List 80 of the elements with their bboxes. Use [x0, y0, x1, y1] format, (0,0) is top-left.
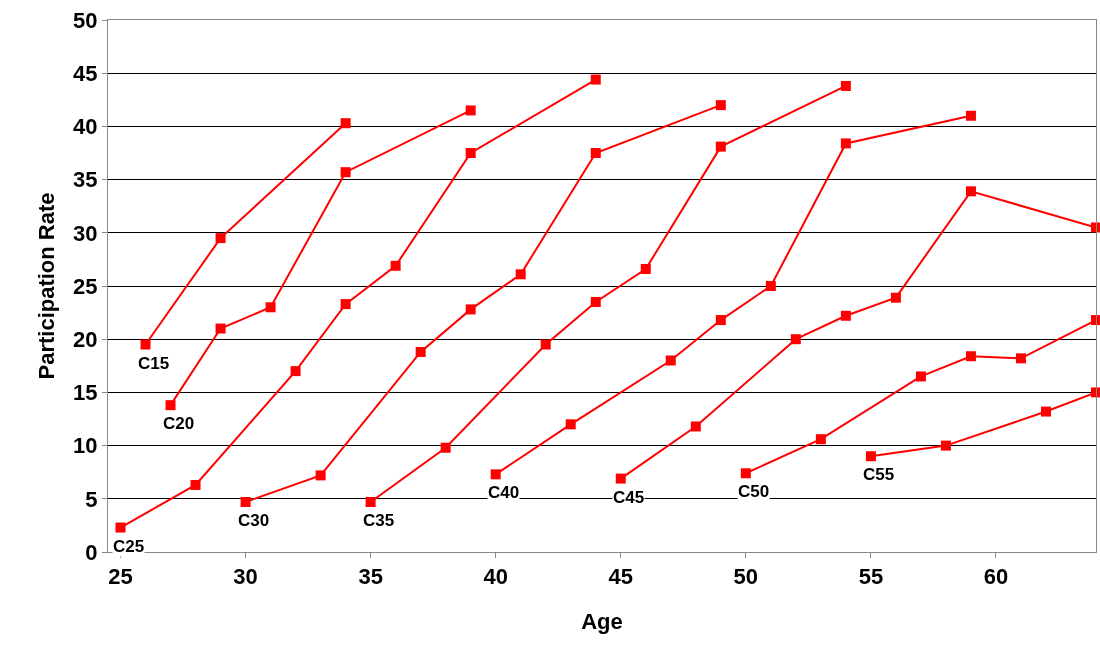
point	[465, 304, 476, 315]
point	[515, 269, 526, 280]
point	[615, 473, 626, 484]
point	[665, 355, 676, 366]
x-axis-title: Age	[581, 609, 623, 635]
y-tick-label: 20	[73, 326, 98, 352]
point	[640, 263, 651, 274]
x-tick-label: 60	[983, 564, 1009, 590]
point	[140, 339, 151, 350]
point	[1040, 406, 1051, 417]
point	[715, 100, 726, 111]
series-label: C50	[738, 482, 770, 501]
point	[465, 105, 476, 116]
point	[915, 371, 926, 382]
point	[390, 260, 401, 271]
point	[790, 334, 801, 345]
point	[415, 346, 426, 357]
point	[765, 281, 776, 291]
point	[715, 315, 726, 326]
point	[965, 110, 976, 121]
point	[890, 292, 901, 303]
point	[815, 434, 826, 445]
y-tick-label: 15	[73, 380, 98, 406]
point	[940, 440, 951, 451]
y-tick-label: 45	[73, 60, 98, 86]
point	[215, 233, 226, 244]
x-tick-label: 40	[483, 564, 508, 590]
x-tick-label: 35	[358, 564, 383, 590]
series-label: C30	[238, 511, 270, 530]
point	[340, 299, 351, 310]
series-label: C45	[613, 488, 645, 507]
point	[315, 470, 326, 481]
x-tick-label: 55	[858, 564, 884, 590]
point	[440, 442, 451, 453]
point	[965, 186, 976, 197]
point	[465, 148, 476, 158]
point	[590, 74, 601, 85]
point	[690, 421, 701, 432]
point	[190, 479, 201, 490]
point	[1015, 353, 1026, 364]
point	[365, 496, 376, 507]
series-label: C25	[113, 537, 145, 556]
y-axis-title: Participation Rate	[33, 192, 59, 380]
point	[340, 118, 351, 129]
y-tick-label: 25	[73, 273, 98, 299]
series-label: C20	[163, 414, 195, 433]
point	[840, 80, 851, 91]
x-tick-label: 30	[233, 564, 258, 590]
point	[740, 468, 751, 479]
point	[590, 148, 601, 158]
point	[590, 296, 601, 307]
y-tick-label: 0	[85, 539, 98, 565]
y-tick-label: 50	[73, 7, 98, 33]
point	[865, 451, 876, 462]
point	[290, 366, 301, 377]
x-tick-label: 45	[608, 564, 633, 590]
x-tick-label: 50	[733, 564, 759, 590]
y-tick-label: 30	[73, 220, 98, 246]
point	[565, 419, 576, 430]
y-tick-label: 40	[73, 114, 98, 140]
y-tick-label: 35	[73, 167, 98, 193]
point	[840, 310, 851, 321]
y-tick-label: 5	[85, 486, 98, 512]
series-label: C55	[863, 465, 895, 484]
series-label: C35	[363, 511, 395, 530]
series-label: C40	[488, 483, 520, 502]
point	[215, 323, 226, 334]
point	[490, 469, 501, 480]
point	[540, 339, 551, 350]
point	[265, 302, 276, 313]
x-tick-label: 25	[108, 564, 133, 590]
point	[240, 496, 251, 507]
series-label: C15	[138, 354, 170, 373]
point	[115, 522, 126, 533]
point	[840, 138, 851, 149]
point	[165, 400, 176, 411]
point	[965, 351, 976, 362]
y-tick-label: 10	[73, 433, 98, 459]
point	[340, 167, 351, 178]
point	[715, 141, 726, 152]
